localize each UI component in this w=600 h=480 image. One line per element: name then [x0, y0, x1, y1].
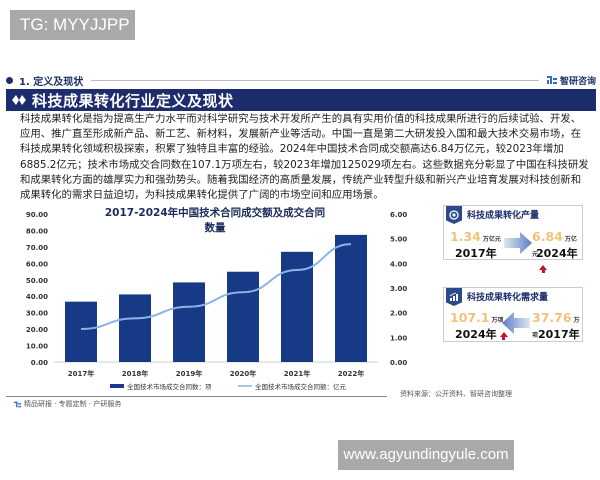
y-right-tick: 4.00 — [390, 260, 407, 268]
x-tick: 2020年 — [230, 369, 256, 378]
y-left-tick: 10.00 — [26, 343, 48, 351]
bullet-icon — [6, 76, 13, 84]
y-right-tick: 1.00 — [390, 334, 407, 342]
intro-paragraph: 科技成果转化是指为提高生产力水平而对科学研究与技术开发所产生的具有实用价值的科技… — [20, 113, 589, 202]
brand-icon — [546, 76, 557, 84]
y-right-tick: 3.00 — [390, 285, 407, 293]
legend-bar-label: 全国技术市场成交合同数：项 — [127, 382, 212, 391]
y-left-tick: 50.00 — [26, 277, 48, 285]
kpi-from-value: 1.34 万亿元 — [450, 229, 501, 244]
up-arrow-icon — [539, 265, 547, 273]
divider — [91, 79, 539, 81]
kpi-label: 科技成果转化需求量 — [467, 292, 549, 303]
growth-chart-icon — [446, 288, 462, 306]
target-icon — [446, 206, 462, 224]
page-title: 科技成果转化行业定义及现状 — [32, 91, 234, 110]
kpi-card-demand: 科技成果转化需求量 107.1 万项 2024年 37.76 万项 2017年 — [443, 287, 583, 342]
y-left-tick: 60.00 — [26, 260, 48, 268]
y-right-tick: 5.00 — [390, 236, 407, 244]
kpi-from-year: 2017年 — [538, 328, 580, 341]
kpi-from-year: 2017年 — [455, 247, 497, 260]
y-right-tick: 0.00 — [390, 359, 407, 367]
url-watermark: www.agyundingyule.com — [338, 440, 514, 470]
tagline-text: 精品研报 · 专题定制 · 产研服务 — [24, 400, 122, 408]
bar — [335, 234, 367, 362]
x-tick: 2018年 — [122, 369, 148, 378]
bar — [173, 282, 205, 362]
kpi-to-value: 107.1 万项 — [450, 310, 504, 325]
tg-watermark: TG: MYYJJPP — [10, 10, 135, 40]
kpi-label: 科技成果转化产量 — [467, 210, 540, 221]
y-left-tick: 40.00 — [26, 293, 48, 301]
kpi-from-value: 37.76 万项 — [532, 310, 580, 339]
section-header: 1. 定义及现状 智研咨询 — [6, 72, 596, 88]
kpi-to-year: 2024年 — [536, 245, 582, 274]
y-right-tick: 6.00 — [390, 211, 407, 219]
y-left-tick: 0.00 — [31, 359, 48, 367]
bar-line-chart: 0.00 10.00 20.00 30.00 40.00 50.00 60.00 70.00 8… — [26, 211, 408, 391]
footer-tagline: 精品研报 · 专题定制 · 产研服务 — [14, 399, 121, 409]
legend-bar-swatch — [110, 384, 124, 388]
y-left-tick: 90.00 — [26, 211, 48, 219]
y-left-tick: 70.00 — [26, 244, 48, 252]
y-left-tick: 20.00 — [26, 326, 48, 334]
brand-logo: 智研咨询 — [546, 74, 596, 87]
chart-title: 2017-2024年中国技术合同成交额及成交合同数量 — [104, 207, 326, 234]
x-tick: 2022年 — [338, 369, 364, 378]
brand-name: 智研咨询 — [559, 76, 596, 87]
source-note: 资料来源：公开资料、智研咨询整理 — [400, 390, 512, 398]
up-arrow-icon — [499, 332, 508, 340]
bar — [119, 294, 151, 362]
y-right-tick: 2.00 — [390, 310, 407, 318]
trend-line — [80, 243, 352, 330]
x-tick: 2019年 — [176, 369, 202, 378]
title-banner: 科技成果转化行业定义及现状 — [6, 89, 596, 111]
diamond-icon — [12, 95, 26, 105]
x-tick: 2017年 — [68, 369, 94, 378]
y-left-tick: 30.00 — [26, 310, 48, 318]
brand-icon — [14, 401, 21, 407]
bar — [227, 271, 259, 362]
kpi-card-output: 科技成果转化产量 1.34 万亿元 2017年 6.84 万亿元 2024年 — [443, 205, 583, 273]
arrow-right-icon — [504, 232, 532, 254]
kpi-to-value: 6.84 万亿元 — [532, 229, 577, 258]
legend-line-label: 全国技术市场成交合同额：亿元 — [255, 382, 347, 391]
footer-divider — [6, 396, 387, 397]
arrow-left-icon — [502, 312, 530, 334]
x-tick: 2021年 — [284, 369, 310, 378]
section-title: 1. 定义及现状 — [19, 76, 84, 88]
kpi-to-year: 2024年 — [455, 326, 508, 342]
y-left-tick: 80.00 — [26, 227, 48, 235]
bar — [65, 301, 97, 362]
